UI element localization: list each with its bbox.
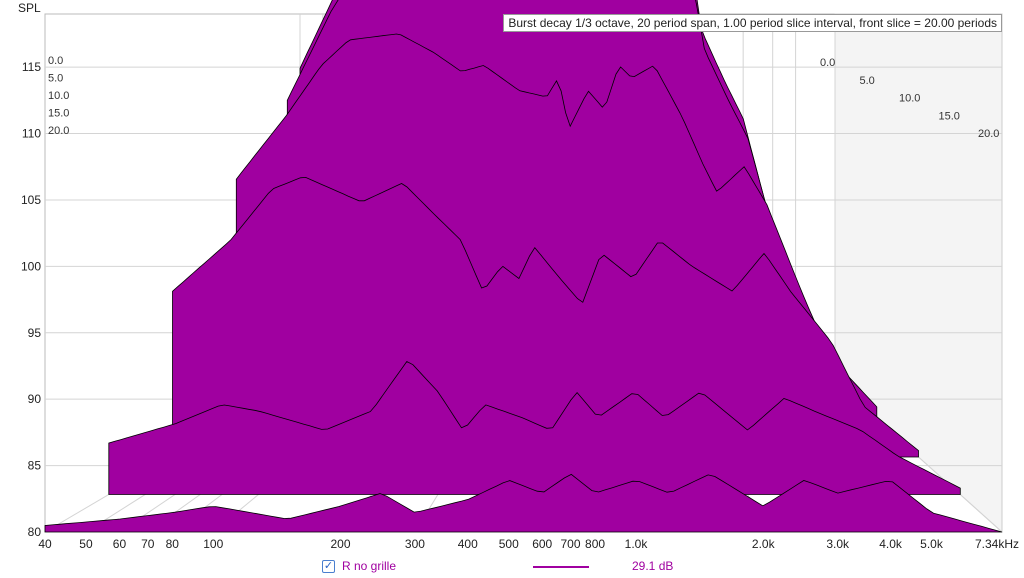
x-tick-label: 200 [330,537,350,551]
depth-label-right: 5.0 [860,75,875,87]
x-tick-label: 40 [38,537,52,551]
chart-title: Burst decay 1/3 octave, 20 period span, … [503,14,1002,32]
y-tick-label: 110 [22,127,41,141]
y-axis-title: SPL [18,1,41,15]
x-tick-label: 3.0k [826,537,850,551]
depth-label-left: 20.0 [48,125,69,137]
x-tick-label: 500 [499,537,519,551]
decay-slice-10 [172,176,919,458]
depth-label-right: 10.0 [899,93,920,105]
x-tick-label: 700 [561,537,581,551]
y-tick-label: 100 [21,259,41,273]
legend-series-name[interactable]: R no grille [342,559,397,573]
y-tick-label: 80 [28,525,42,539]
depth-label-left: 15.0 [48,108,69,120]
depth-label-right: 15.0 [939,110,960,122]
legend-checkbox[interactable]: ✓ [322,560,335,573]
depth-label-left: 0.0 [48,55,63,67]
x-tick-label: 100 [203,537,223,551]
x-tick-label: 600 [532,537,552,551]
x-tick-label: 80 [166,537,180,551]
y-tick-label: 105 [21,193,41,207]
decay-slice-20 [44,473,1003,533]
y-tick-label: 90 [28,392,42,406]
x-tick-label: 5.0k [920,537,944,551]
x-tick-label: 50 [79,537,93,551]
x-tick-label: 7.34kHz [975,537,1019,551]
x-tick-label: 4.0k [879,537,903,551]
legend-range-value: 29.1 dB [632,559,674,573]
x-tick-label: 400 [458,537,478,551]
depth-label-left: 10.0 [48,90,69,102]
depth-label-left: 5.0 [48,73,63,85]
y-tick-label: 85 [28,459,42,473]
legend-color-line [533,566,589,568]
x-tick-label: 300 [405,537,425,551]
depth-label-right: 20.0 [978,128,999,140]
x-tick-label: 2.0k [752,537,776,551]
x-tick-label: 70 [141,537,155,551]
x-tick-label: 800 [585,537,605,551]
legend: ✓ R no grille 29.1 dB [0,558,1024,576]
y-tick-label: 115 [22,60,41,74]
x-tick-label: 1.0k [625,537,649,551]
decay-slice-15 [108,360,961,495]
y-tick-label: 95 [28,326,42,340]
x-tick-label: 60 [113,537,127,551]
depth-label-right: 0.0 [820,57,835,69]
